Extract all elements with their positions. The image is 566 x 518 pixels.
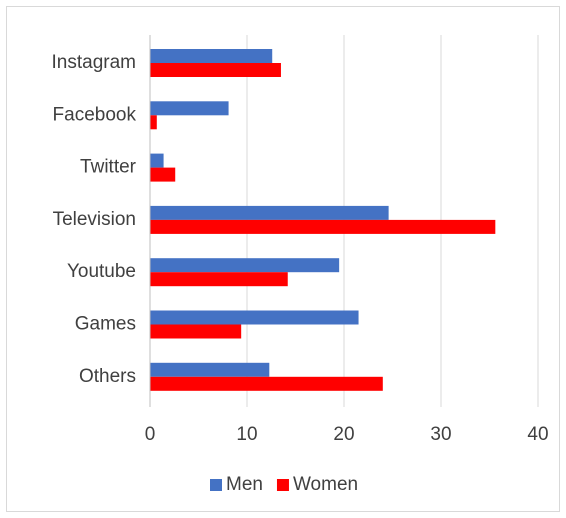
- x-tick-label-0: 0: [145, 424, 156, 445]
- x-tick-label-4: 40: [527, 424, 548, 445]
- bar-men-facebook: [150, 101, 229, 116]
- bar-men-television: [150, 205, 389, 220]
- legend: Men Women: [210, 474, 358, 495]
- category-label-games: Games: [75, 314, 136, 335]
- legend-swatch-men: [210, 479, 222, 491]
- bar-chart: Instagram Facebook Twitter Television Youtub…: [52, 35, 549, 495]
- category-label-instagram: Instagram: [52, 52, 136, 73]
- bar-women-instagram: [150, 63, 281, 77]
- legend-swatch-women: [276, 479, 289, 491]
- chart-frame: Instagram Facebook Twitter Television Youtub…: [6, 6, 560, 512]
- legend-label-women: Women: [293, 474, 358, 495]
- bar-women-others: [150, 376, 383, 391]
- bars: [150, 49, 496, 391]
- bar-women-twitter: [150, 167, 176, 182]
- bar-men-games: [150, 310, 359, 325]
- category-label-others: Others: [79, 366, 136, 387]
- bar-women-television: [150, 219, 496, 234]
- legend-label-men: Men: [226, 474, 263, 495]
- x-tick-labels: 0 10 20 30 40: [145, 424, 549, 445]
- category-label-twitter: Twitter: [80, 157, 137, 178]
- bar-women-facebook: [150, 115, 157, 130]
- x-tick-label-3: 30: [430, 424, 451, 445]
- category-label-facebook: Facebook: [53, 104, 137, 125]
- category-label-television: Television: [53, 209, 136, 230]
- bar-women-youtube: [150, 272, 288, 287]
- x-tick-label-2: 20: [333, 424, 354, 445]
- bar-men-others: [150, 362, 270, 377]
- category-label-youtube: Youtube: [67, 261, 136, 282]
- bar-men-instagram: [150, 49, 273, 63]
- category-labels: Instagram Facebook Twitter Television Youtub…: [52, 52, 137, 387]
- x-tick-label-1: 10: [236, 424, 257, 445]
- bar-women-games: [150, 324, 242, 339]
- bar-men-youtube: [150, 258, 340, 273]
- bar-men-twitter: [150, 153, 164, 168]
